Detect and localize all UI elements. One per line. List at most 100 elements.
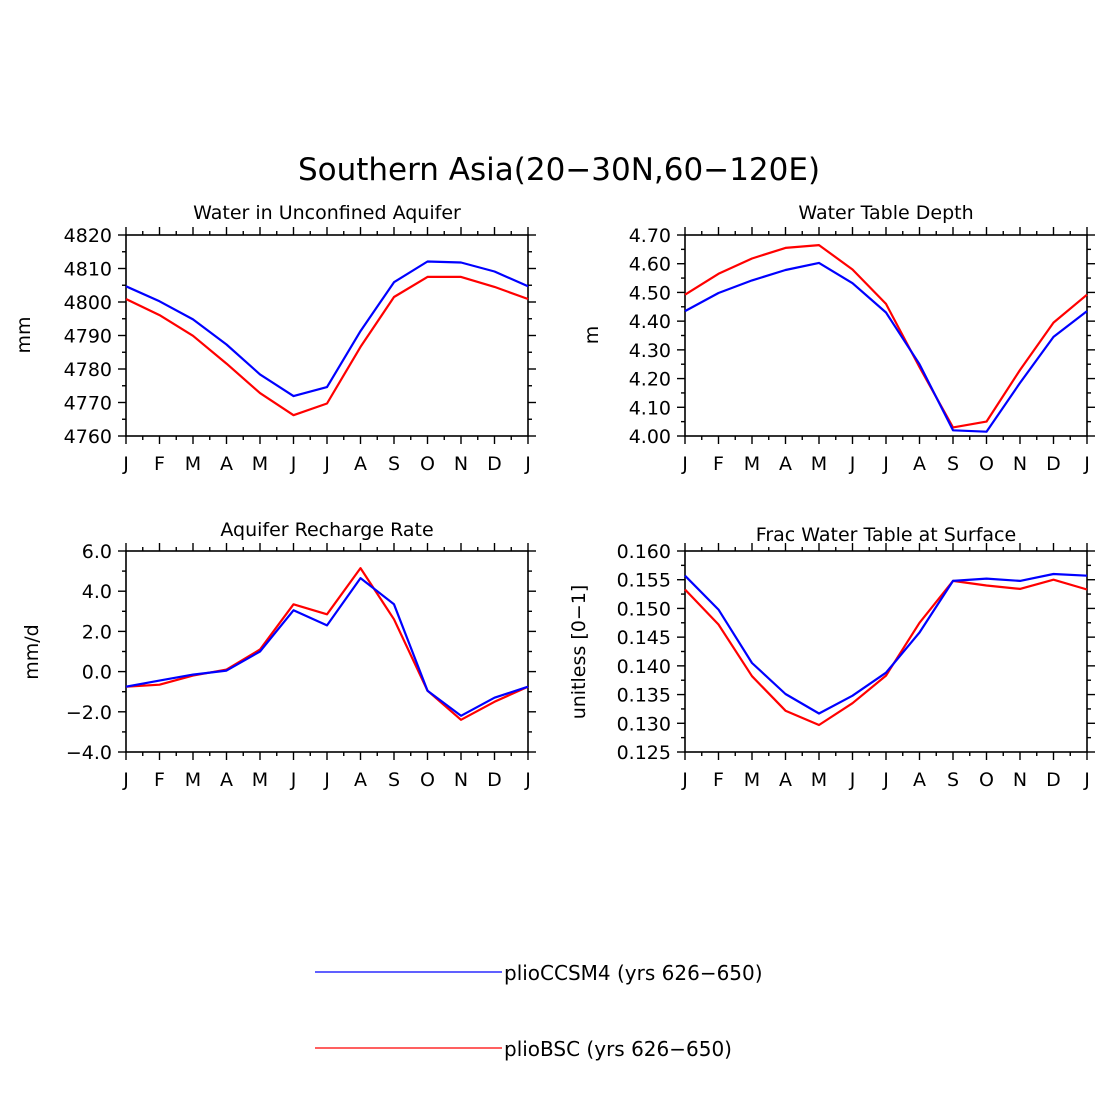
x-tick-label: M: [185, 769, 201, 791]
x-tick-label: S: [388, 453, 400, 475]
x-tick-label: N: [1013, 769, 1027, 791]
panel-title: Frac Water Table at Surface: [756, 524, 1016, 546]
series-line-plioccsm4: [125, 576, 529, 717]
series-line-pliobsc: [684, 244, 1088, 429]
x-tick-label: S: [947, 453, 959, 475]
figure-title: Southern Asia(20−30N,60−120E): [298, 152, 820, 188]
x-tick-label: D: [487, 769, 502, 791]
y-tick-label: 4.40: [629, 311, 671, 333]
y-axis-label: unitless [0−1]: [568, 585, 590, 720]
y-tick-label: 0.150: [617, 598, 671, 620]
y-tick-label: 4.30: [629, 340, 671, 362]
y-tick-label: 6.0: [82, 541, 112, 563]
y-tick-label: −2.0: [66, 702, 112, 724]
series-line-plioccsm4: [684, 572, 1088, 715]
legend-label-plioccsm4: plioCCSM4 (yrs 626−650): [504, 961, 763, 985]
x-tick-label: J: [290, 769, 297, 791]
x-tick-label: J: [524, 769, 531, 791]
x-tick-label: J: [882, 769, 889, 791]
y-tick-label: 4800: [64, 292, 112, 314]
x-tick-label: F: [713, 769, 724, 791]
series-line-pliobsc: [125, 566, 529, 721]
series-line-plioccsm4: [125, 260, 529, 398]
series-line-pliobsc: [125, 275, 529, 417]
x-tick-label: O: [420, 453, 435, 475]
panel-title: Aquifer Recharge Rate: [220, 519, 433, 541]
y-tick-label: 4.50: [629, 282, 671, 304]
y-tick-label: 4.00: [629, 426, 671, 448]
y-tick-label: 0.155: [617, 570, 671, 592]
x-tick-label: J: [323, 769, 330, 791]
x-tick-label: M: [185, 453, 201, 475]
chart-panel-4: Frac Water Table at Surface unitless [0−1…: [568, 524, 1095, 791]
y-axis-label: mm/d: [21, 624, 43, 679]
y-tick-label: 0.130: [617, 713, 671, 735]
x-tick-label: O: [979, 769, 994, 791]
x-tick-label: S: [947, 769, 959, 791]
y-tick-label: 0.125: [617, 742, 671, 764]
x-tick-label: J: [524, 453, 531, 475]
plot-frame: [125, 550, 529, 753]
x-tick-label: M: [252, 453, 268, 475]
x-tick-label: J: [849, 453, 856, 475]
x-tick-label: N: [454, 769, 468, 791]
x-tick-label: S: [388, 769, 400, 791]
x-tick-label: A: [354, 453, 367, 475]
series-line-plioccsm4: [684, 261, 1088, 433]
y-tick-label: −4.0: [66, 742, 112, 764]
y-tick-label: 4780: [64, 359, 112, 381]
x-tick-label: M: [252, 769, 268, 791]
y-tick-label: 4810: [64, 259, 112, 281]
x-tick-label: O: [420, 769, 435, 791]
x-tick-label: J: [1083, 769, 1090, 791]
x-tick-label: J: [122, 453, 129, 475]
y-tick-label: 0.140: [617, 656, 671, 678]
y-tick-label: 0.145: [617, 627, 671, 649]
legend: plioCCSM4 (yrs 626−650) plioBSC (yrs 626…: [315, 961, 763, 1061]
y-tick-label: 4770: [64, 393, 112, 415]
y-tick-label: 0.160: [617, 541, 671, 563]
x-tick-label: D: [487, 453, 502, 475]
x-tick-label: J: [681, 769, 688, 791]
y-tick-label: 4790: [64, 326, 112, 348]
x-tick-label: A: [354, 769, 367, 791]
x-tick-label: D: [1046, 769, 1061, 791]
x-tick-label: N: [454, 453, 468, 475]
x-tick-label: J: [849, 769, 856, 791]
x-tick-label: F: [713, 453, 724, 475]
legend-label-pliobsc: plioBSC (yrs 626−650): [504, 1037, 732, 1061]
panel-title: Water in Unconfined Aquifer: [193, 202, 461, 224]
x-tick-label: D: [1046, 453, 1061, 475]
x-tick-label: J: [323, 453, 330, 475]
y-tick-label: 4.0: [82, 581, 112, 603]
x-tick-label: A: [779, 453, 792, 475]
y-tick-label: 4.60: [629, 254, 671, 276]
x-tick-label: J: [882, 453, 889, 475]
x-tick-label: N: [1013, 453, 1027, 475]
x-tick-label: A: [913, 769, 926, 791]
x-tick-label: A: [913, 453, 926, 475]
y-tick-label: 4.10: [629, 397, 671, 419]
y-tick-label: 4760: [64, 426, 112, 448]
plot-frame: [684, 234, 1088, 437]
y-tick-label: 4.70: [629, 225, 671, 247]
x-tick-label: F: [154, 453, 165, 475]
y-tick-label: 0.0: [82, 662, 112, 684]
y-tick-label: 4820: [64, 225, 112, 247]
x-tick-label: O: [979, 453, 994, 475]
x-tick-label: J: [290, 453, 297, 475]
y-tick-label: 0.135: [617, 685, 671, 707]
y-axis-label: mm: [13, 316, 35, 353]
x-tick-label: J: [681, 453, 688, 475]
x-tick-label: F: [154, 769, 165, 791]
x-tick-label: M: [744, 769, 760, 791]
series-line-pliobsc: [684, 578, 1088, 727]
x-tick-label: A: [220, 453, 233, 475]
x-tick-label: M: [811, 453, 827, 475]
x-tick-label: M: [744, 453, 760, 475]
